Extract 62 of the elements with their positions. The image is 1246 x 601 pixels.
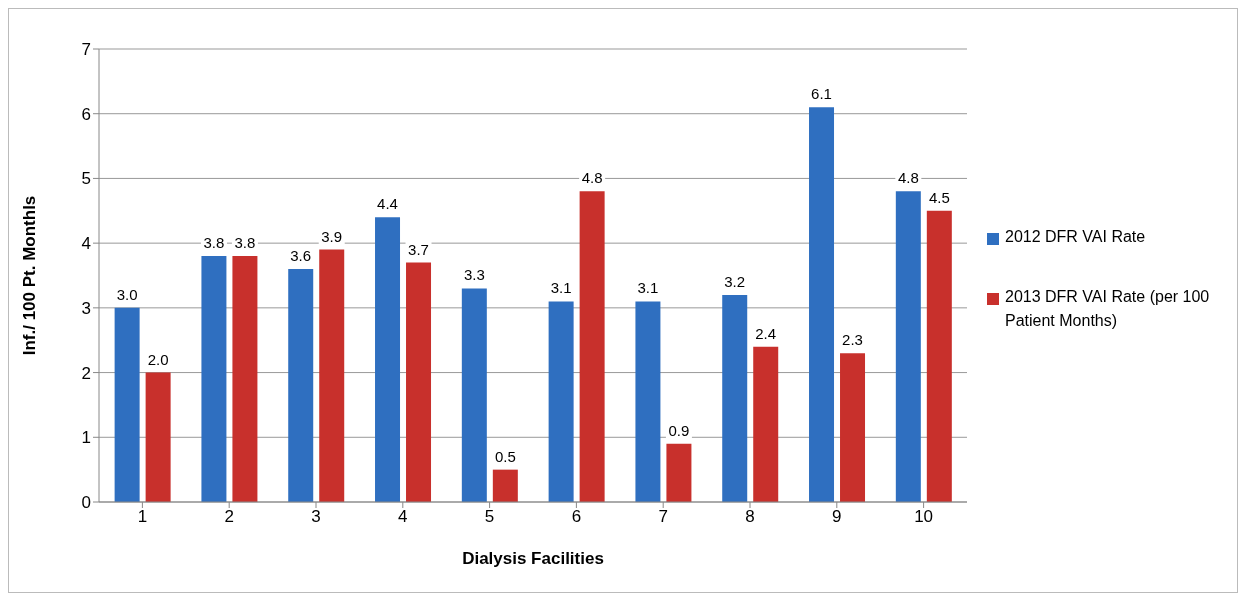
data-label: 0.5 (494, 447, 516, 465)
x-tick-label: 2 (224, 507, 234, 527)
data-label: 3.1 (637, 279, 659, 297)
y-tick-label: 0 (81, 493, 91, 513)
y-tick-label: 7 (81, 40, 91, 60)
bar (722, 294, 748, 502)
y-axis-title: Inf./ 100 Pt. Monthls (20, 195, 40, 356)
data-label: 3.9 (321, 227, 343, 245)
x-axis-title: Dialysis Facilities (462, 549, 604, 568)
x-tick-label: 10 (914, 507, 934, 527)
x-tick-label: 5 (484, 507, 495, 527)
y-tick-label: 5 (81, 169, 91, 189)
y-tick-label: 2 (81, 363, 91, 383)
x-tick-label: 7 (658, 507, 668, 527)
y-tick-label: 1 (81, 428, 91, 448)
x-tick-label: 6 (571, 507, 582, 527)
data-label: 4.4 (377, 195, 398, 213)
y-tick-label: 6 (81, 104, 91, 124)
x-tick-label: 3 (311, 507, 321, 527)
data-label: 2.3 (842, 331, 863, 349)
bar (145, 372, 171, 502)
data-label: 3.2 (724, 272, 746, 290)
bar (579, 191, 605, 502)
x-tick-label: 8 (745, 507, 755, 527)
legend-label: 2012 DFR VAI Rate (1005, 226, 1146, 247)
bar (319, 249, 345, 502)
bar (753, 346, 779, 502)
data-label: 4.8 (581, 169, 603, 187)
data-label: 3.3 (463, 266, 485, 284)
x-tick-label: 4 (398, 507, 408, 527)
data-label: 3.7 (408, 240, 429, 258)
data-label: 0.9 (668, 421, 690, 439)
bar (375, 217, 401, 502)
data-label: 3.8 (234, 234, 256, 252)
bar (288, 269, 314, 502)
bar (114, 307, 140, 502)
bar (548, 301, 574, 502)
data-label: 2.4 (755, 324, 777, 342)
bar (895, 191, 921, 502)
bar (635, 301, 661, 502)
y-tick-label: 3 (81, 298, 91, 318)
bar (461, 288, 487, 502)
data-label: 6.1 (811, 85, 832, 103)
data-label: 2.0 (147, 350, 169, 368)
data-label: 4.5 (928, 188, 950, 206)
bar (201, 256, 227, 502)
bar (406, 262, 432, 502)
bar (809, 107, 835, 502)
data-label: 3.6 (290, 247, 312, 265)
bar (840, 353, 866, 502)
y-tick-label: 4 (81, 234, 91, 254)
x-tick-label: 9 (832, 507, 842, 527)
x-tick-label: 1 (137, 507, 148, 527)
bar (232, 256, 258, 502)
bar (666, 443, 692, 502)
data-label: 4.8 (897, 169, 919, 187)
bar (926, 210, 952, 502)
data-label: 3.1 (550, 279, 572, 297)
bar (492, 469, 518, 502)
data-label: 3.8 (203, 234, 225, 252)
data-label: 3.0 (116, 285, 138, 303)
legend-label: 2013 DFR VAI Rate (per 100 Patient Months) (1005, 286, 1211, 331)
